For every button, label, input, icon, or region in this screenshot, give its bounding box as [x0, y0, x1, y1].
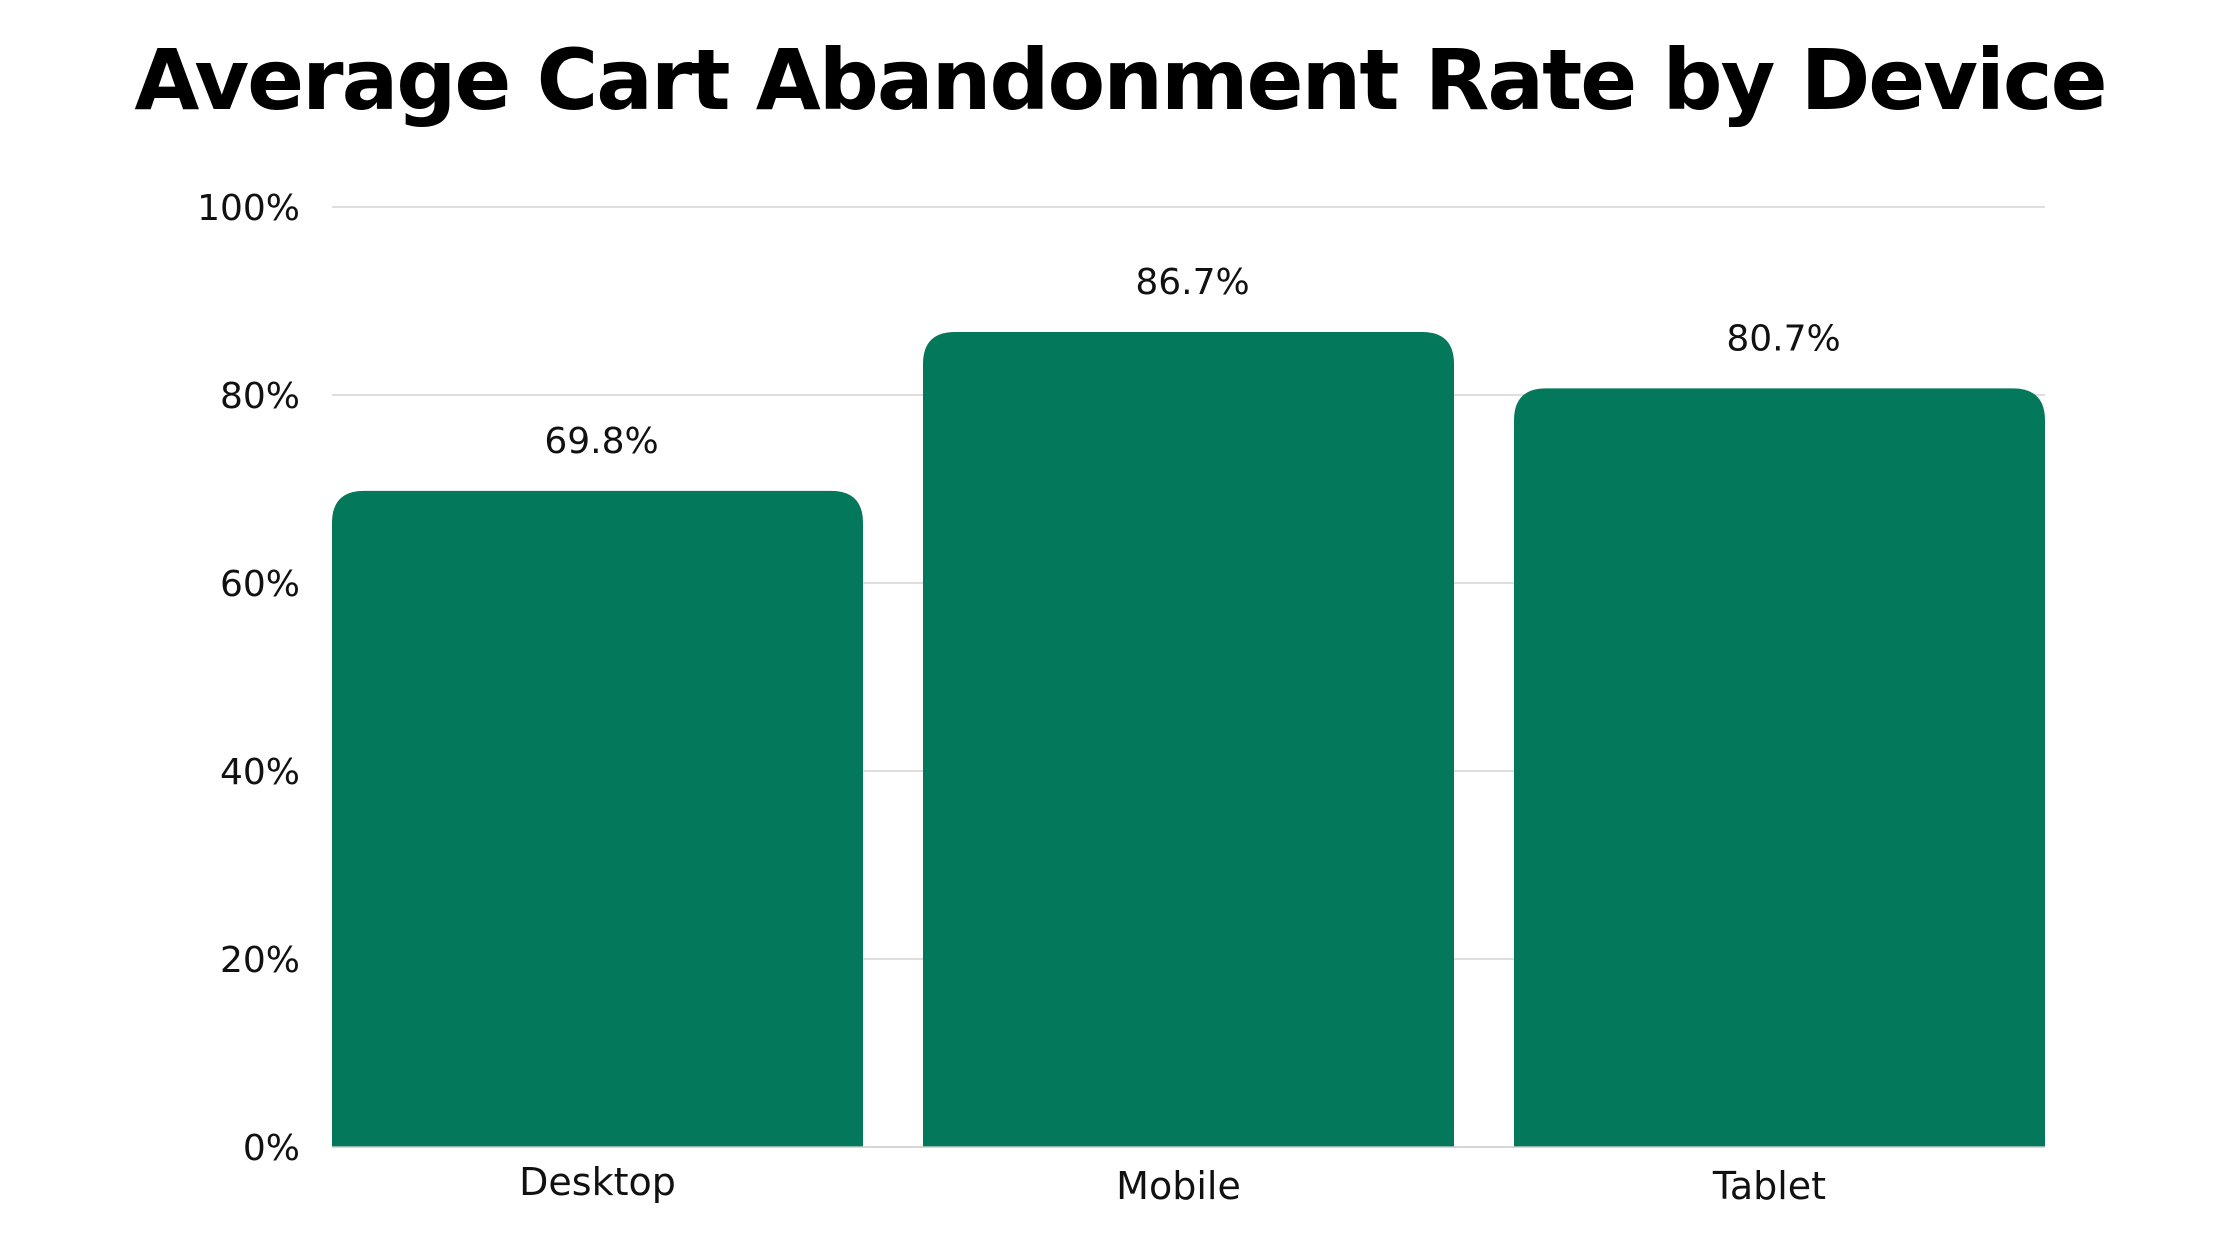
value-label: 80.7%: [1726, 318, 1840, 359]
y-tick-label: 60%: [220, 564, 300, 605]
y-tick-label: 80%: [220, 376, 300, 417]
value-labels: 69.8% 86.7% 80.7%: [544, 262, 1840, 462]
x-tick-label: Tablet: [1712, 1164, 1826, 1208]
bar-tablet: [1514, 388, 2045, 1147]
y-axis-ticks: 0% 20% 40% 60% 80% 100%: [197, 188, 300, 1169]
x-tick-label: Mobile: [1116, 1164, 1241, 1208]
x-axis-ticks: Desktop Mobile Tablet: [519, 1160, 1826, 1208]
y-tick-label: 100%: [197, 188, 300, 229]
value-label: 69.8%: [544, 421, 658, 462]
bar-mobile: [923, 332, 1454, 1147]
y-tick-label: 20%: [220, 940, 300, 981]
y-tick-label: 40%: [220, 752, 300, 793]
bars: [332, 332, 2045, 1147]
chart-title: Average Cart Abandonment Rate by Device: [134, 31, 2107, 129]
bar-desktop: [332, 490, 863, 1147]
y-tick-label: 0%: [243, 1128, 300, 1169]
value-label: 86.7%: [1135, 262, 1249, 303]
x-tick-label: Desktop: [519, 1160, 676, 1204]
